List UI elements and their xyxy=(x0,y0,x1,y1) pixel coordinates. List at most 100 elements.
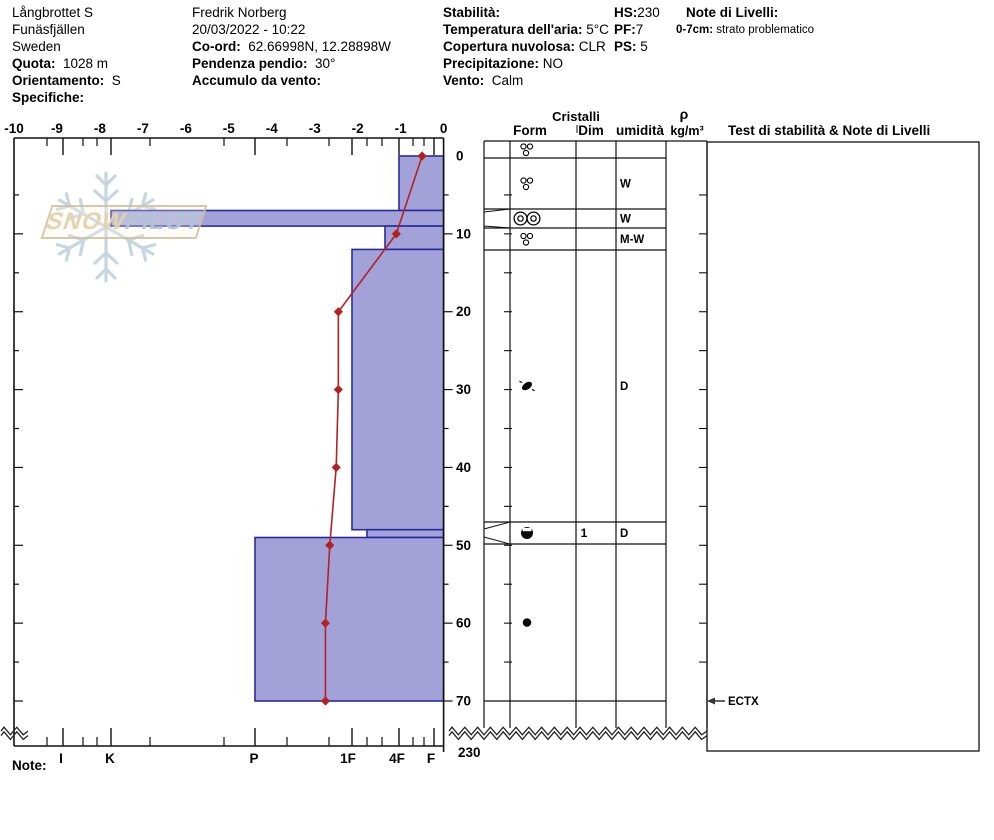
moisture-value: D xyxy=(620,528,628,540)
header-center-line: 20/03/2022 - 10:22 xyxy=(192,22,306,37)
tests-header: Test di stabilità & Note di Livelli xyxy=(728,123,930,138)
depth-label: 50 xyxy=(456,538,471,553)
thin-layer-wedge xyxy=(483,225,511,229)
header-left-line: Orientamento: S xyxy=(12,73,121,88)
header-right-line: Stabilità: xyxy=(443,5,501,20)
hardness-bars xyxy=(110,155,445,702)
thin-layer-wedge xyxy=(483,536,511,545)
grain-table: W W M-W D 1 D xyxy=(483,140,708,728)
temp-axis-label: -6 xyxy=(180,121,192,136)
temp-axis-label: -5 xyxy=(223,121,235,136)
stability-test-label: ECTX xyxy=(728,696,759,708)
moisture-value: D xyxy=(620,381,628,393)
rg-bean-icon xyxy=(519,380,535,392)
header-right-line: Copertura nuvolosa: CLR xyxy=(443,39,606,54)
temp-point xyxy=(320,618,331,628)
depth-label: 70 xyxy=(456,693,471,708)
depth-label: 0 xyxy=(456,149,464,164)
header-right-line: Vento: Calm xyxy=(443,73,524,88)
zigzag-line xyxy=(448,730,708,741)
depth-break-zigzag xyxy=(0,726,708,741)
snowflake-arm xyxy=(55,192,108,229)
thin-layer-wedge xyxy=(483,208,511,213)
snowpilot-watermark: SNOW PILOT xyxy=(40,205,208,239)
header-stat-line: HS:230 xyxy=(614,5,660,20)
temp-point xyxy=(320,696,331,706)
header-center-line: Accumulo da vento: xyxy=(192,73,322,88)
ect-arrowhead-icon xyxy=(707,697,715,705)
depth-label: 10 xyxy=(456,226,471,241)
thin-layer-wedge xyxy=(483,521,511,530)
table-headers: Cristalli Form Dim umidità ρ kg/m³ Test di sta… xyxy=(513,106,930,138)
layer-notes-title: Note di Livelli: xyxy=(686,5,779,20)
header-stat-line: PF:7 xyxy=(614,22,644,37)
layer-bar xyxy=(366,528,445,539)
temp-point xyxy=(325,540,335,550)
note-label: Note: xyxy=(12,758,47,773)
layer-bar xyxy=(254,536,445,702)
temp-point xyxy=(333,307,343,317)
density-header: ρ xyxy=(680,106,689,122)
depth-label: 30 xyxy=(456,382,471,397)
mf-cluster-icon xyxy=(520,143,534,157)
temp-axis-label: -9 xyxy=(51,121,63,136)
mf-cluster-icon xyxy=(520,232,534,246)
tests-panel: ECTX xyxy=(706,141,980,752)
header-right-line: Precipitazione: NO xyxy=(443,56,564,71)
hardness-label: P xyxy=(249,751,258,766)
moisture-value: W xyxy=(620,179,631,191)
temp-axis-label: -7 xyxy=(137,121,149,136)
temp-axis-label: -10 xyxy=(4,121,24,136)
header-center-line: Pendenza pendio: 30° xyxy=(192,56,336,71)
crust-notch-icon xyxy=(521,527,533,539)
header-center-line: Fredrik Norberg xyxy=(192,5,287,20)
temp-axis-label: -1 xyxy=(395,121,407,136)
header-left-line: Långbrottet S xyxy=(12,5,94,20)
moisture-header: umidità xyxy=(616,123,664,138)
temperature-polyline xyxy=(324,155,423,701)
hardness-label: 4F xyxy=(389,751,405,766)
temp-point xyxy=(331,462,341,473)
depth-label: 40 xyxy=(456,460,471,475)
header-right-line: Temperatura dell'aria: 5°C xyxy=(443,22,609,37)
density-unit-header: kg/m³ xyxy=(670,124,703,138)
zigzag-line xyxy=(448,726,708,736)
temp-axis-label: -3 xyxy=(309,121,321,136)
depth-label: 20 xyxy=(456,304,471,319)
snowflake-arm xyxy=(93,225,119,283)
plot-axes: -10 -9 -8 -7 -6 -5 -4 -3 -2 -1 0I K P 1F 4F F0102030405… xyxy=(4,121,480,766)
moisture-value: M-W xyxy=(620,234,644,246)
hardness-label: 1F xyxy=(340,751,356,766)
watermark-word-pilot: PILOT xyxy=(121,208,206,235)
hardness-label: I xyxy=(59,751,63,766)
cristalli-header: Cristalli xyxy=(552,109,600,124)
header-center-line: Co-ord: 62.66998N, 12.28898W xyxy=(192,39,391,54)
layer-bar xyxy=(351,248,445,531)
snowflake-arm xyxy=(93,171,119,229)
snowflake-arm xyxy=(104,225,157,262)
zigzag-line xyxy=(0,726,29,736)
snowflake-arm xyxy=(55,225,108,262)
moisture-value: W xyxy=(620,214,631,226)
dim-header: Dim xyxy=(578,123,604,138)
temp-axis-label: -4 xyxy=(266,121,278,136)
header-left-line: Funäsfjällen xyxy=(12,22,85,37)
header-left-line: Quota: 1028 m xyxy=(12,56,109,71)
layer-notes-entry: 0-7cm: strato problematico xyxy=(676,24,815,36)
grain-size-value: 1 xyxy=(581,526,588,540)
header-stat-line: PS: 5 xyxy=(614,39,648,54)
depth-label: 60 xyxy=(456,616,471,631)
tests-panel-box xyxy=(706,141,980,752)
zigzag-line xyxy=(0,730,29,741)
hardness-label: F xyxy=(427,751,435,766)
temp-point xyxy=(333,384,343,395)
round-dot-icon xyxy=(522,618,532,627)
temperature-line xyxy=(320,151,427,706)
temp-axis-label: -8 xyxy=(94,121,106,136)
temp-point xyxy=(391,229,401,239)
total-depth-label: 230 xyxy=(458,745,481,760)
hardness-label: K xyxy=(105,751,115,766)
header-left-line: Sweden xyxy=(12,39,61,54)
